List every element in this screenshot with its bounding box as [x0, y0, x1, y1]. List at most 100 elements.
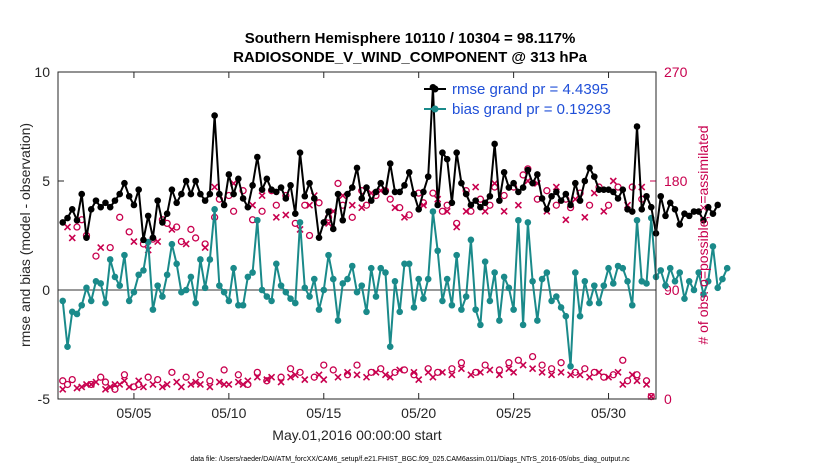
obs-assimilated-point	[519, 361, 527, 369]
bias-point	[125, 297, 133, 305]
rmse-point	[249, 182, 256, 189]
rmse-point	[344, 190, 351, 198]
bias-point	[666, 264, 674, 272]
rmse-point	[306, 179, 313, 187]
bias-point	[662, 282, 669, 289]
rmse-point	[690, 208, 698, 215]
bias-point	[709, 243, 717, 250]
obs-assimilated-point	[305, 201, 314, 209]
bias-point	[624, 277, 631, 285]
obs-assimilated-point	[192, 378, 200, 386]
bias-point	[282, 288, 290, 296]
obs-assimilated-point	[538, 368, 546, 376]
rmse-point	[97, 203, 105, 211]
rmse-point	[111, 197, 119, 204]
obs-assimilated-point	[486, 366, 494, 374]
obs-assimilated-point	[600, 207, 608, 215]
obs-assimilated-point	[163, 380, 171, 389]
obs-assimilated-point	[396, 366, 404, 374]
rmse-point	[510, 179, 517, 187]
rmse-point	[377, 179, 385, 187]
bias-point	[358, 282, 366, 289]
legend-rmse-marker	[431, 85, 439, 93]
bias-point	[159, 293, 166, 300]
obs-possible-point	[196, 371, 205, 379]
rmse-point	[244, 203, 252, 211]
bias-point	[472, 306, 479, 313]
bias-point	[477, 321, 484, 329]
obs-possible-point	[600, 373, 608, 381]
rmse-point	[68, 206, 76, 213]
obs-possible-point	[286, 365, 295, 373]
rmse-point	[187, 190, 195, 198]
bias-point	[367, 264, 375, 272]
bias-point	[249, 269, 256, 276]
rmse-point	[458, 179, 465, 187]
obs-assimilated-point	[438, 368, 446, 376]
rmse-point	[515, 188, 522, 196]
bias-point	[310, 275, 318, 283]
rmse-point	[666, 199, 674, 207]
obs-possible-point	[234, 371, 242, 379]
obs-assimilated-point	[291, 371, 299, 379]
obs-assimilated-point	[443, 207, 451, 215]
rmse-point	[685, 212, 693, 220]
bias-point	[391, 277, 399, 285]
bias-point	[154, 282, 161, 289]
y-right-tick-label: 180	[664, 173, 688, 189]
obs-assimilated-point	[125, 383, 133, 391]
rmse-point	[591, 173, 598, 180]
rmse-point	[543, 206, 551, 213]
obs-assimilated-point	[59, 385, 67, 393]
bias-point	[306, 293, 313, 300]
rmse-point	[671, 206, 679, 213]
bias-point	[130, 288, 138, 296]
obs-assimilated-point	[320, 376, 328, 384]
rmse-point	[420, 188, 427, 196]
rmse-point	[662, 212, 669, 220]
rmse-point	[600, 186, 608, 194]
obs-possible-point	[125, 228, 133, 236]
rmse-point	[643, 192, 650, 200]
rmse-point	[282, 195, 290, 202]
obs-possible-point	[623, 377, 632, 385]
bias-point	[187, 273, 195, 281]
bias-point	[448, 301, 456, 309]
obs-assimilated-point	[120, 377, 129, 385]
obs-assimilated-point	[358, 204, 366, 212]
bias-point	[429, 208, 437, 215]
bias-point	[515, 216, 522, 224]
rmse-point	[315, 234, 323, 241]
bias-point	[135, 271, 142, 279]
rmse-point	[581, 177, 589, 185]
obs-possible-point	[633, 371, 641, 379]
x-axis-label: May.01,2016 00:00:00 start	[272, 427, 442, 443]
bias-point	[543, 269, 551, 276]
x-tick-label: 05/05	[116, 405, 151, 421]
legend: rmse grand pr = 4.4395 bias grand pr = 0…	[424, 81, 611, 118]
rmse-point	[529, 179, 536, 187]
bias-point	[325, 251, 332, 259]
obs-assimilated-point	[419, 201, 428, 209]
obs-assimilated-point	[286, 373, 295, 381]
bias-point	[277, 282, 285, 289]
rmse-point	[296, 149, 304, 156]
bias-point	[567, 363, 574, 370]
bias-point	[363, 308, 370, 316]
rmse-point	[254, 153, 261, 161]
bias-point	[78, 301, 86, 309]
bias-point	[572, 269, 579, 276]
obs-assimilated-point	[400, 213, 409, 221]
rmse-point	[500, 168, 508, 176]
rmse-point	[391, 188, 399, 196]
obs-assimilated-point	[154, 237, 162, 246]
rmse-point	[102, 199, 109, 207]
bias-point	[628, 301, 636, 309]
bias-point	[491, 269, 498, 276]
bias-point	[553, 293, 560, 300]
bias-point	[633, 216, 641, 224]
obs-assimilated-point	[557, 368, 565, 376]
obs-possible-point	[400, 366, 409, 374]
bias-point	[657, 267, 665, 274]
rmse-point	[334, 190, 342, 198]
